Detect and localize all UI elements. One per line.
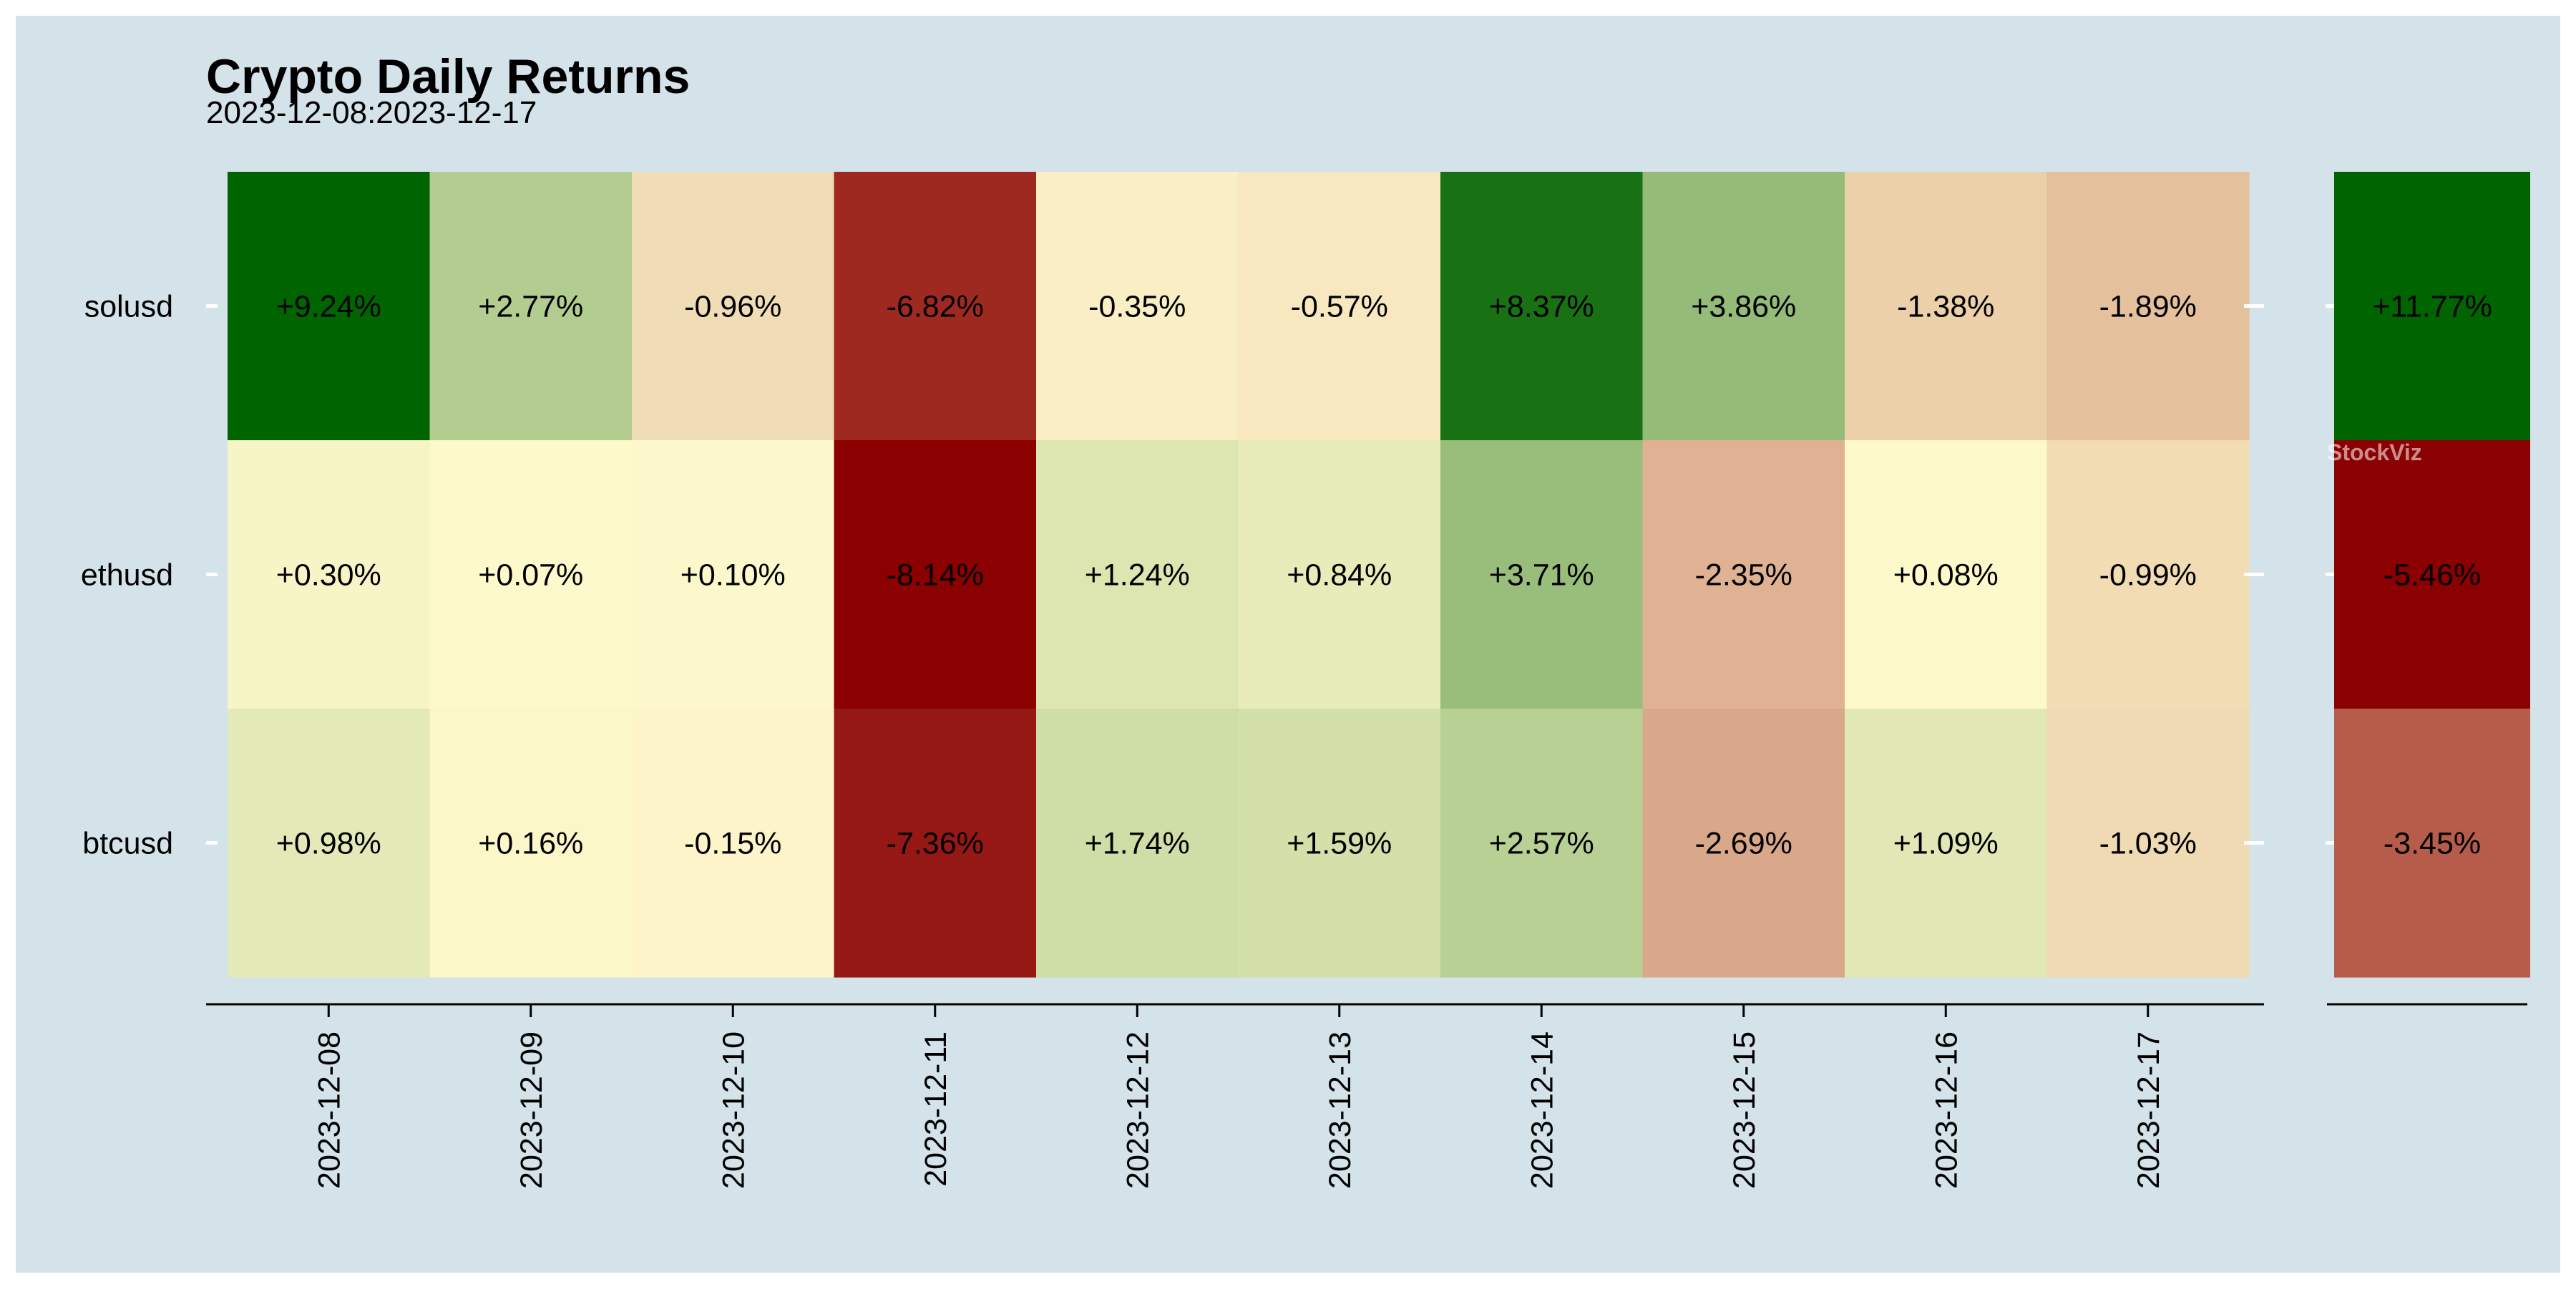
heatmap-cell (632, 172, 835, 441)
x-tick-label: 2023-12-10 (716, 1031, 751, 1189)
total-label: -3.45% (2384, 827, 2481, 861)
cell-label: +2.57% (1489, 827, 1594, 861)
heatmap-cell (1238, 440, 1441, 709)
total-cell (2334, 709, 2530, 978)
cell-label: +3.86% (1691, 290, 1796, 324)
heatmap-cell (632, 440, 835, 709)
cell-label: +9.24% (276, 290, 381, 324)
cell-label: -2.69% (1695, 827, 1792, 861)
cell-label: +2.77% (478, 290, 583, 324)
axes: 2023-12-08 2023-12-09 2023-12-10 2023-12-11… (81, 290, 2527, 1189)
y-tick-label: solusd (84, 290, 173, 324)
heatmap-cell (1036, 709, 1239, 978)
x-tick-label: 2023-12-13 (1323, 1031, 1357, 1189)
cell-label: -0.35% (1088, 290, 1186, 324)
watermark: StockViz (2327, 439, 2422, 465)
heatmap-cell (2046, 172, 2250, 441)
cell-label: +0.98% (276, 827, 381, 861)
x-tick-label: 2023-12-09 (514, 1031, 549, 1189)
cell-label: -1.03% (2099, 827, 2197, 861)
cell-label: -0.15% (684, 827, 781, 861)
heatmap-cell (1440, 440, 1644, 709)
heatmap-cell (1036, 172, 1239, 441)
cell-label: +0.16% (478, 827, 583, 861)
heatmap-cell (1642, 172, 1845, 441)
chart-subtitle: 2023-12-08:2023-12-17 (206, 95, 537, 130)
cell-label: +0.10% (680, 558, 786, 593)
x-tick-label: 2023-12-12 (1121, 1031, 1155, 1189)
heatmap-cell (1238, 172, 1441, 441)
x-tick-label: 2023-12-17 (2132, 1031, 2166, 1189)
cell-label: +1.59% (1287, 827, 1392, 861)
cell-label: -1.38% (1897, 290, 1994, 324)
cell-label: +1.09% (1893, 827, 1999, 861)
heatmap-cell (228, 440, 431, 709)
heatmap-cell (1440, 172, 1644, 441)
total-label: +11.77% (2372, 290, 2492, 324)
cell-label: +8.37% (1489, 290, 1594, 324)
cell-label: +1.24% (1085, 558, 1190, 593)
cell-label: +0.30% (276, 558, 381, 593)
total-label: -5.46% (2384, 558, 2481, 593)
x-tick-label: 2023-12-14 (1525, 1031, 1559, 1189)
heatmap-cell (228, 172, 431, 441)
heatmap-cell (1845, 440, 2048, 709)
cell-label: -8.14% (887, 558, 984, 593)
heatmap-cell (429, 709, 633, 978)
heatmap-cell (834, 709, 1037, 978)
total-cell (2334, 440, 2530, 709)
cell-label: +1.74% (1085, 827, 1190, 861)
heatmap-cell (1440, 709, 1644, 978)
y-tick-label: btcusd (82, 827, 173, 861)
heatmap-cell (429, 440, 633, 709)
cell-label: +0.07% (478, 558, 583, 593)
cell-label: -1.89% (2099, 290, 2197, 324)
x-tick-label: 2023-12-16 (1929, 1031, 1963, 1189)
cell-label: +0.08% (1893, 558, 1999, 593)
cell-label: -7.36% (887, 827, 984, 861)
cell-label: -6.82% (887, 290, 984, 324)
heatmap-cell (1845, 709, 2048, 978)
cell-label: -0.96% (684, 290, 781, 324)
chart-title: Crypto Daily Returns (206, 49, 690, 104)
x-tick-label: 2023-12-11 (919, 1031, 953, 1187)
cell-label: -0.99% (2099, 558, 2197, 593)
cell-label: +0.84% (1287, 558, 1392, 593)
heatmap-cell (834, 440, 1037, 709)
cell-label: +3.71% (1489, 558, 1594, 593)
heatmap-cell (1845, 172, 2048, 441)
heatmap-cell (429, 172, 633, 441)
heatmap-cell (2046, 709, 2250, 978)
x-tick-label: 2023-12-08 (312, 1031, 346, 1189)
heatmap-cell (632, 709, 835, 978)
heatmap-cell (228, 709, 431, 978)
heatmap-cell (1642, 440, 1845, 709)
totals-heatmap: +11.77% -5.46% -3.45% (2334, 172, 2530, 978)
heatmap-cell (2046, 440, 2250, 709)
cell-label: -0.57% (1291, 290, 1388, 324)
x-tick-label: 2023-12-15 (1727, 1031, 1762, 1189)
cell-label: -2.35% (1695, 558, 1792, 593)
total-cell (2334, 172, 2530, 441)
heatmap-cell (1642, 709, 1845, 978)
heatmap-cell (1036, 440, 1239, 709)
heatmap-cell (834, 172, 1037, 441)
main-heatmap: +9.24% +2.77% -0.96% -6.82% -0.35% -0.57% +8.3… (228, 172, 2250, 978)
heatmap-cell (1238, 709, 1441, 978)
y-tick-label: ethusd (81, 558, 173, 593)
